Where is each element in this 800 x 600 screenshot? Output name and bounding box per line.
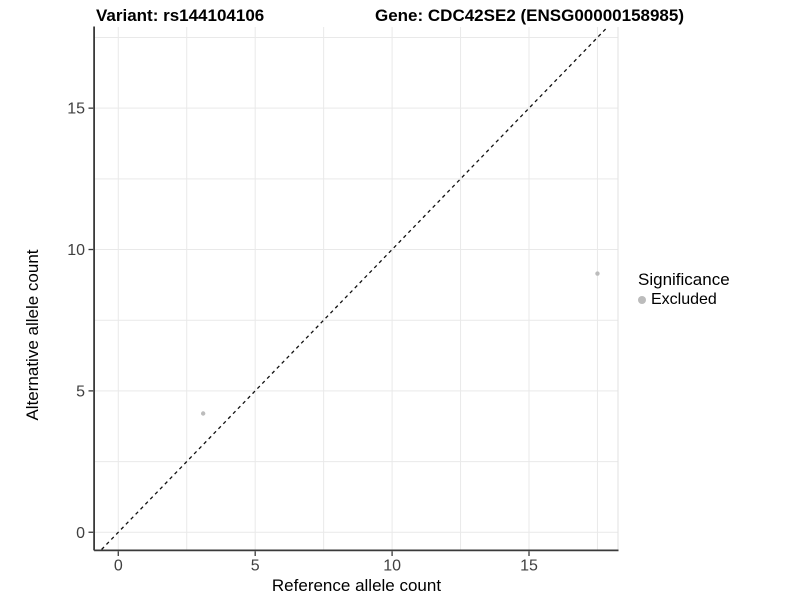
svg-text:5: 5 xyxy=(76,383,85,400)
axis-lines xyxy=(93,26,619,552)
tick-marks xyxy=(88,107,530,556)
legend-item-label: Excluded xyxy=(651,291,717,308)
gridlines xyxy=(95,27,618,550)
legend: Significance Excluded xyxy=(638,270,730,309)
svg-text:5: 5 xyxy=(251,558,260,575)
svg-text:15: 15 xyxy=(520,558,538,575)
legend-item-excluded: Excluded xyxy=(638,291,730,309)
variant-title: Variant: rs144104106 xyxy=(96,6,265,25)
identity-line xyxy=(101,26,609,550)
data-point xyxy=(595,271,600,276)
gene-title: Gene: CDC42SE2 (ENSG00000158985) xyxy=(375,6,684,25)
svg-text:15: 15 xyxy=(67,101,85,118)
svg-text:10: 10 xyxy=(383,558,401,575)
svg-text:0: 0 xyxy=(114,558,123,575)
data-points xyxy=(200,271,600,416)
legend-title: Significance xyxy=(638,270,730,289)
x-tick-labels: 0 5 10 15 xyxy=(114,558,538,575)
svg-text:0: 0 xyxy=(76,525,85,542)
y-tick-labels: 0 5 10 15 xyxy=(67,101,85,542)
x-axis-title: Reference allele count xyxy=(271,576,442,595)
data-point xyxy=(200,411,206,416)
excluded-point-icon xyxy=(638,296,646,304)
svg-text:10: 10 xyxy=(67,242,85,259)
